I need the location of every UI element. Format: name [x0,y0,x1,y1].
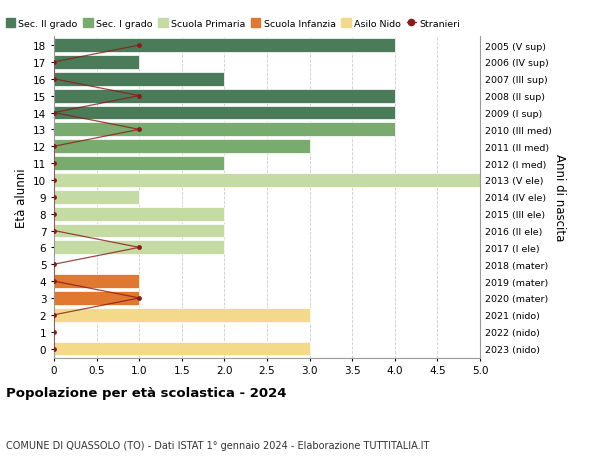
Bar [54,73,224,86]
Y-axis label: Età alunni: Età alunni [14,168,28,227]
Bar [54,241,224,255]
Bar [54,123,395,137]
Y-axis label: Anni di nascita: Anni di nascita [553,154,566,241]
Bar [54,39,395,53]
Bar [54,207,224,221]
Bar [54,140,310,154]
Bar [54,291,139,305]
Text: COMUNE DI QUASSOLO (TO) - Dati ISTAT 1° gennaio 2024 - Elaborazione TUTTITALIA.I: COMUNE DI QUASSOLO (TO) - Dati ISTAT 1° … [6,440,430,450]
Legend: Sec. II grado, Sec. I grado, Scuola Primaria, Scuola Infanzia, Asilo Nido, Stran: Sec. II grado, Sec. I grado, Scuola Prim… [5,19,460,29]
Bar [54,90,395,103]
Bar [54,224,224,238]
Bar [54,157,224,171]
Bar [54,106,395,120]
Bar [54,308,310,322]
Text: Popolazione per età scolastica - 2024: Popolazione per età scolastica - 2024 [6,386,287,399]
Bar [54,56,139,70]
Bar [54,342,310,356]
Bar [54,190,139,204]
Bar [54,274,139,288]
Bar [54,174,480,187]
